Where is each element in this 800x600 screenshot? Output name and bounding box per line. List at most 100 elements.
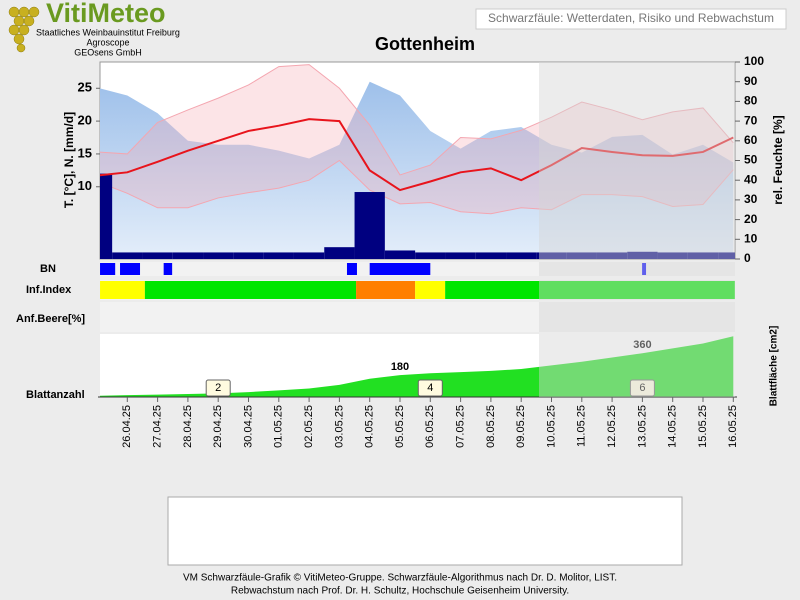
x-tick-label: 26.04.25	[121, 405, 133, 448]
y-tick-label: 15	[78, 145, 92, 160]
leaf-count-label: 6	[639, 382, 645, 394]
humidity-area	[100, 81, 734, 259]
precip-bar	[100, 173, 113, 259]
row-label: Inf.Index	[26, 284, 72, 296]
infection-segment	[445, 281, 735, 299]
leaf-area	[100, 336, 734, 397]
temp-min-line	[100, 159, 734, 215]
leaf-area-label: 360	[633, 339, 651, 351]
y2-tick-label: 100	[744, 54, 764, 68]
y2-tick-label: 80	[744, 94, 758, 108]
leaf-area-label: 180	[391, 361, 409, 373]
prognosis-shade	[539, 262, 735, 276]
precip-bar	[536, 252, 567, 259]
temp-line	[100, 118, 734, 192]
precip-bar	[142, 252, 173, 259]
row-label: BN	[40, 263, 56, 275]
leaf-area-label: Blattfläche [cm2]	[769, 326, 780, 407]
precip-bar	[112, 252, 143, 259]
precip-bar	[445, 252, 476, 259]
x-tick-label: 13.05.25	[636, 405, 648, 448]
y2-tick-label: 50	[744, 153, 758, 167]
x-tick-label: 16.05.25	[727, 405, 739, 448]
leaf-wetness	[120, 263, 141, 275]
precip-bar	[263, 252, 294, 259]
precip-bar	[354, 192, 385, 259]
x-tick-label: 05.05.25	[394, 405, 406, 448]
temp-band	[100, 64, 734, 214]
x-tick-label: 14.05.25	[667, 405, 679, 448]
x-tick-label: 30.04.25	[242, 405, 254, 448]
precip-bar	[596, 252, 628, 259]
x-tick-label: 09.05.25	[515, 405, 527, 448]
leaf-wetness	[369, 263, 431, 275]
x-tick-label: 12.05.25	[606, 405, 618, 448]
y2-tick-label: 10	[744, 231, 758, 245]
legend-box	[167, 496, 683, 566]
precip-bar	[203, 252, 234, 259]
precip-bar	[415, 252, 446, 259]
x-tick-label: 06.05.25	[424, 405, 436, 448]
precip-bar	[233, 252, 264, 259]
row-label: Anf.Beere[%]	[16, 313, 85, 325]
logo-grapes	[8, 6, 40, 53]
y2-tick-label: 20	[744, 212, 758, 226]
leaf-wetness	[642, 263, 647, 275]
prognosis-shade	[539, 62, 735, 259]
footer: Rebwachstum nach Prof. Dr. H. Schultz, H…	[231, 586, 569, 597]
prognosis-shade	[539, 302, 735, 332]
precip-bar	[293, 252, 325, 259]
x-tick-label: 03.05.25	[333, 405, 345, 448]
x-tick-label: 15.05.25	[697, 405, 709, 448]
leaf-wetness	[100, 263, 116, 275]
y-tick-label: 10	[78, 178, 92, 193]
y-axis-label: T. [°C], N. [mm/d]	[62, 112, 76, 208]
prognosis-shade	[539, 334, 735, 397]
y2-tick-label: 0	[744, 251, 751, 265]
leaf-count-label: 2	[215, 382, 221, 394]
infection-segment	[144, 281, 357, 299]
leaf-count-box	[205, 379, 231, 397]
precip-bar	[627, 251, 658, 259]
page-title: Schwarzfäule: Wetterdaten, Risiko und Re…	[488, 11, 774, 25]
leaf-count-label: 4	[427, 382, 433, 394]
y2-tick-label: 30	[744, 192, 758, 206]
y-tick-label: 20	[78, 113, 92, 128]
x-tick-label: 27.04.25	[152, 405, 164, 448]
precip-bar	[687, 252, 719, 259]
x-tick-label: 08.05.25	[485, 405, 497, 448]
leaf-count-box	[417, 379, 443, 397]
footer: VM Schwarzfäule-Grafik © VitiMeteo-Grupp…	[183, 573, 617, 584]
x-tick-label: 11.05.25	[576, 405, 588, 447]
y2-axis-label: rel. Feuchte [%]	[771, 115, 785, 204]
temp-max-line	[100, 64, 734, 176]
infection-segment	[356, 281, 416, 299]
x-tick-label: 28.04.25	[182, 405, 194, 448]
precip-bar	[506, 252, 537, 259]
institution: Staatliches Weinbauinstitut Freiburg	[36, 27, 180, 37]
institution: Agroscope	[86, 37, 129, 47]
chart-title: Gottenheim	[375, 34, 475, 54]
precip-bar	[657, 252, 688, 259]
leaf-wetness	[346, 263, 357, 275]
logo-text: VitiMeteo	[46, 0, 166, 28]
precip-bar	[566, 252, 597, 259]
x-tick-label: 02.05.25	[303, 405, 315, 448]
precip-bar	[475, 252, 507, 259]
x-tick-label: 07.05.25	[455, 405, 467, 448]
y2-tick-label: 40	[744, 172, 758, 186]
x-tick-label: 10.05.25	[545, 405, 557, 448]
precip-bar	[324, 247, 355, 259]
y2-tick-label: 90	[744, 74, 758, 88]
row-label: Blattanzahl	[26, 389, 85, 401]
y-tick-label: 25	[78, 80, 92, 95]
prognosis-shade	[539, 280, 735, 300]
page-title-box	[475, 8, 787, 30]
x-tick-label: 29.04.25	[212, 405, 224, 448]
y2-tick-label: 60	[744, 133, 758, 147]
x-tick-label: 01.05.25	[273, 405, 285, 448]
precip-bar	[384, 250, 416, 259]
precip-bar	[718, 252, 735, 259]
y2-tick-label: 70	[744, 113, 758, 127]
